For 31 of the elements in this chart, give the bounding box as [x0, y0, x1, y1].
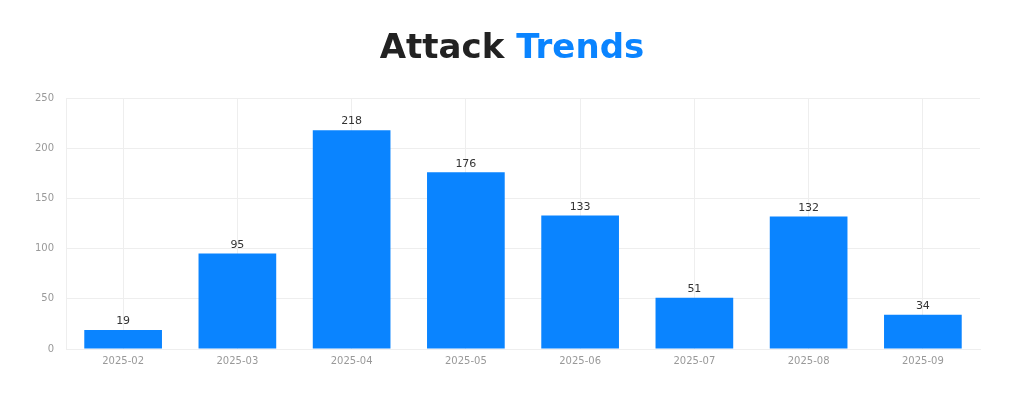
y-tick-label: 100: [34, 242, 54, 254]
bar: [198, 253, 277, 349]
chart-title: Attack Trends: [379, 26, 645, 66]
x-tick-label: 2025-08: [787, 354, 830, 366]
bar: [541, 215, 619, 349]
x-tick-label: 2025-06: [559, 354, 602, 366]
bar: [769, 216, 848, 349]
x-tick-label: 2025-07: [673, 354, 716, 366]
x-tick-label: 2025-02: [102, 354, 145, 366]
y-tick-label: 250: [34, 91, 54, 103]
data-label: 218: [341, 114, 363, 128]
bar: [427, 172, 505, 349]
data-label: 95: [230, 237, 245, 251]
bar: [655, 297, 734, 349]
x-tick-label: 2025-03: [216, 354, 259, 366]
data-label: 133: [569, 199, 591, 213]
x-tick-label: 2025-09: [901, 354, 944, 366]
y-tick-label: 150: [34, 191, 54, 203]
data-label: 19: [116, 314, 131, 328]
data-label: 176: [455, 156, 477, 170]
x-tick-label: 2025-05: [444, 354, 487, 366]
bar: [884, 314, 962, 349]
y-tick-label: 50: [41, 292, 54, 304]
y-tick-label: 200: [34, 141, 54, 153]
data-label: 51: [687, 282, 702, 296]
data-label: 132: [798, 200, 820, 214]
bar: [84, 329, 162, 349]
x-tick-label: 2025-04: [330, 354, 373, 366]
bar: [312, 130, 391, 349]
data-label: 34: [915, 299, 930, 313]
y-tick-label: 0: [47, 342, 54, 354]
